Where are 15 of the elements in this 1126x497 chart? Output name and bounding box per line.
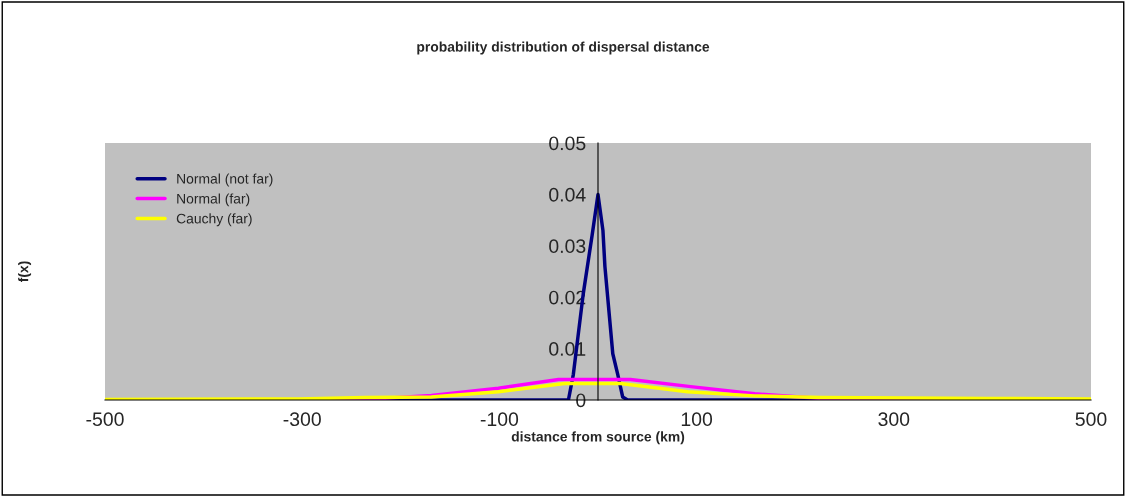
legend-label: Normal (not far) <box>177 173 273 187</box>
legend-label: Cauchy (far) <box>176 213 252 227</box>
y-tick-label: 0.03 <box>549 239 586 254</box>
x-tick-label: 500 <box>1075 412 1107 427</box>
y-tick-label: 0.04 <box>549 187 586 202</box>
x-tick-label: -300 <box>283 412 321 427</box>
x-tick-label: -500 <box>86 412 124 427</box>
y-tick-label: 0.05 <box>549 136 586 151</box>
x-axis-title: distance from source (km) <box>511 431 685 445</box>
chart-title: probability distribution of dispersal distance <box>417 41 710 55</box>
x-tick-label: -100 <box>480 412 519 427</box>
x-tick-label: 100 <box>681 412 713 427</box>
x-tick-label: 300 <box>878 412 910 427</box>
y-axis-title: f(x) <box>18 261 32 283</box>
legend-label: Normal (far) <box>177 193 250 207</box>
